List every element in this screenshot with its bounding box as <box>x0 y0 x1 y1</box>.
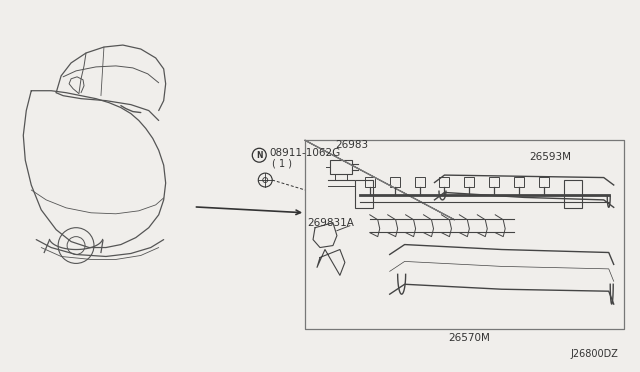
Text: ( 1 ): ( 1 ) <box>272 158 292 168</box>
Text: 08911-1062G: 08911-1062G <box>269 148 340 158</box>
Text: 26593M: 26593M <box>529 152 571 162</box>
Text: 26570M: 26570M <box>449 333 490 343</box>
Text: 269831A: 269831A <box>307 218 354 228</box>
Text: J26800DZ: J26800DZ <box>571 349 619 359</box>
Text: N: N <box>256 151 262 160</box>
Text: 26983: 26983 <box>335 140 368 150</box>
